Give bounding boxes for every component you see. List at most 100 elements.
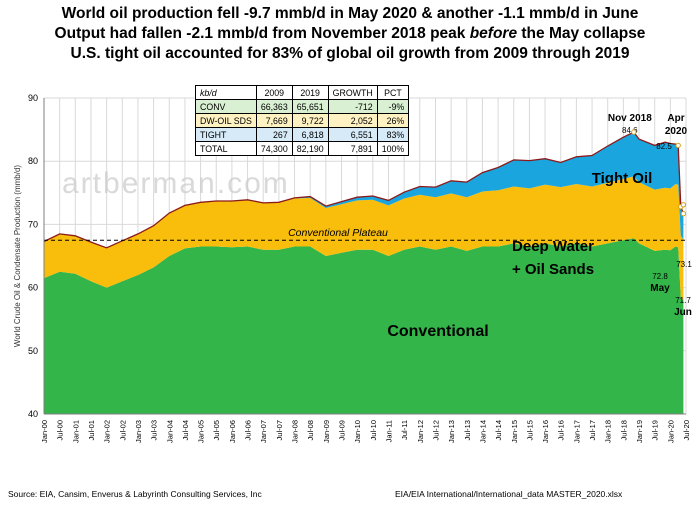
table-cell: -712 (327, 99, 378, 114)
x-tick-label: Jul-18 (619, 420, 628, 440)
x-tick-label: Jul-03 (150, 420, 159, 440)
x-tick-label: Jul-08 (306, 420, 315, 440)
conventional-label: Conventional (387, 323, 488, 340)
x-tick-label: Jul-20 (682, 420, 691, 440)
subtitle-part-c: the May collapse (517, 25, 646, 42)
x-tick-label: Jul-11 (400, 420, 409, 440)
table-cell: 83% (376, 127, 410, 142)
summary-row-conv: CONV 66,363 65,651 -712 -9% (195, 99, 410, 114)
chart-subtitle-1: Output had fallen -2.1 mmb/d from Novemb… (0, 24, 700, 44)
x-tick-label: Jul-15 (525, 420, 534, 440)
table-cell: 100% (376, 141, 410, 156)
y-tick-label: 70 (28, 219, 38, 229)
table-cell: 66,363 (255, 99, 293, 114)
y-tick-label: 60 (28, 283, 38, 293)
table-cell: 7,669 (255, 113, 293, 128)
table-cell: 82,190 (291, 141, 329, 156)
x-tick-label: Jan-11 (384, 420, 393, 442)
x-tick-label: Jan-01 (71, 420, 80, 443)
summary-row-total: TOTAL 74,300 82,190 7,891 100% (195, 141, 410, 156)
y-tick-label: 40 (28, 409, 38, 419)
x-tick-label: Jan-05 (197, 420, 206, 443)
y-axis-title: World Crude Oil & Condensate Production … (13, 165, 22, 347)
x-tick-label: Jan-00 (40, 420, 49, 443)
x-tick-label: Jul-05 (212, 420, 221, 440)
table-cell: 267 (255, 127, 293, 142)
table-cell: DW-OIL SDS (195, 113, 257, 128)
x-tick-label: Jul-02 (118, 420, 127, 440)
tight-oil-area (44, 132, 684, 248)
x-tick-label: Jan-20 (666, 420, 675, 443)
x-tick-label: Jul-17 (588, 420, 597, 440)
total-production-line (43, 131, 685, 249)
oilsands-label: + Oil Sands (512, 261, 594, 278)
x-tick-label: Jul-04 (181, 420, 190, 440)
x-tick-label: Jan-07 (259, 420, 268, 443)
annotation-nov-2018-marker (631, 129, 637, 135)
annotation-apr-2020-label: Apr (667, 113, 684, 124)
x-tick-label: Jan-12 (416, 420, 425, 443)
x-tick-label: Jul-14 (494, 420, 503, 440)
x-tick-label: Jan-17 (572, 420, 581, 443)
summary-table: kb/d 2009 2019 GROWTH PCT CONV 66,363 65… (195, 85, 410, 156)
x-tick-label: Jul-12 (431, 420, 440, 440)
x-tick-label: Jan-03 (134, 420, 143, 443)
summary-row-tight: TIGHT 267 6,818 6,551 83% (195, 127, 410, 142)
table-cell: TIGHT (195, 127, 257, 142)
table-cell: TOTAL (195, 141, 257, 156)
x-tick-label: Jul-10 (369, 420, 378, 440)
annotation-nov-2018-value: 84.6 (622, 126, 638, 135)
annotation-apr-2020-year: 2020 (665, 126, 688, 137)
annotation-jun-marker (680, 210, 687, 217)
header-cell: GROWTH (327, 85, 378, 100)
x-tick-label: Jan-08 (291, 420, 300, 443)
x-tick-label: Jan-09 (322, 420, 331, 443)
x-tick-label: Jan-10 (353, 420, 362, 443)
source-note: Source: EIA, Cansim, Enverus & Labyrinth… (8, 489, 262, 499)
table-cell: 9,722 (291, 113, 329, 128)
chart-title: World oil production fell -9.7 mmb/d in … (61, 5, 639, 22)
table-cell: 6,818 (291, 127, 329, 142)
table-cell: CONV (195, 99, 257, 114)
header-cell: 2019 (291, 85, 329, 100)
x-tick-label: Jul-00 (56, 420, 65, 440)
x-tick-label: Jul-07 (275, 420, 284, 440)
chart-subtitle-2: U.S. tight oil accounted for 83% of glob… (70, 45, 630, 62)
x-tick-label: Jul-09 (338, 420, 347, 440)
x-tick-label: Jul-06 (244, 420, 253, 440)
annotation-jun-value-a: 73.1 (676, 260, 692, 269)
y-tick-label: 90 (28, 93, 38, 103)
y-tick-label: 50 (28, 346, 38, 356)
annotation-jun-label: Jun (674, 307, 692, 318)
plateau-label: Conventional Plateau (288, 227, 388, 239)
table-cell: 2,052 (327, 113, 378, 128)
deepwater-oilsands-area (44, 176, 684, 301)
header-cell: 2009 (255, 85, 293, 100)
subtitle-part-a: Output had fallen -2.1 mmb/d from Novemb… (54, 25, 470, 42)
x-tick-label: Jan-14 (478, 420, 487, 443)
x-tick-label: Jan-16 (541, 420, 550, 443)
table-cell: 7,891 (327, 141, 378, 156)
chart-titles: World oil production fell -9.7 mmb/d in … (0, 4, 700, 64)
summary-header-row: kb/d 2009 2019 GROWTH PCT (195, 85, 410, 100)
watermark: artberman.com (62, 167, 290, 200)
header-cell: PCT (376, 85, 410, 100)
annotation-nov-2018-label: Nov 2018 (608, 113, 652, 124)
table-cell: 26% (376, 113, 410, 128)
x-tick-label: Jan-04 (165, 420, 174, 443)
x-tick-label: Jul-16 (557, 420, 566, 440)
x-tick-label: Jul-01 (87, 420, 96, 440)
x-tick-label: Jul-19 (651, 420, 660, 440)
x-tick-label: Jan-06 (228, 420, 237, 443)
x-tick-label: Jan-19 (635, 420, 644, 443)
file-note: EIA/EIA International/International_data… (395, 489, 623, 499)
table-cell: 65,651 (291, 99, 329, 114)
conventional-area (44, 238, 684, 414)
annotation-apr-2020-value: 82.5 (656, 142, 672, 151)
subtitle-emphasis: before (469, 25, 518, 42)
y-tick-label: 80 (28, 156, 38, 166)
header-cell: kb/d (195, 85, 257, 100)
x-tick-label: Jan-02 (103, 420, 112, 443)
annotation-may-value: 72.8 (652, 272, 668, 281)
